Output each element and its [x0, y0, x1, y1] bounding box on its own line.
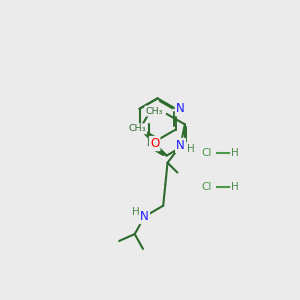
Text: Cl: Cl — [201, 148, 212, 158]
Text: N: N — [140, 210, 149, 223]
Text: Cl: Cl — [201, 182, 212, 192]
Text: H: H — [187, 144, 194, 154]
Text: H: H — [231, 148, 239, 158]
Text: CH₃: CH₃ — [129, 124, 146, 133]
Text: H: H — [132, 207, 140, 217]
Text: N: N — [176, 139, 185, 152]
Text: CH₃: CH₃ — [146, 106, 163, 116]
Text: O: O — [150, 137, 159, 150]
Text: H: H — [231, 182, 239, 192]
Text: N: N — [176, 102, 185, 115]
